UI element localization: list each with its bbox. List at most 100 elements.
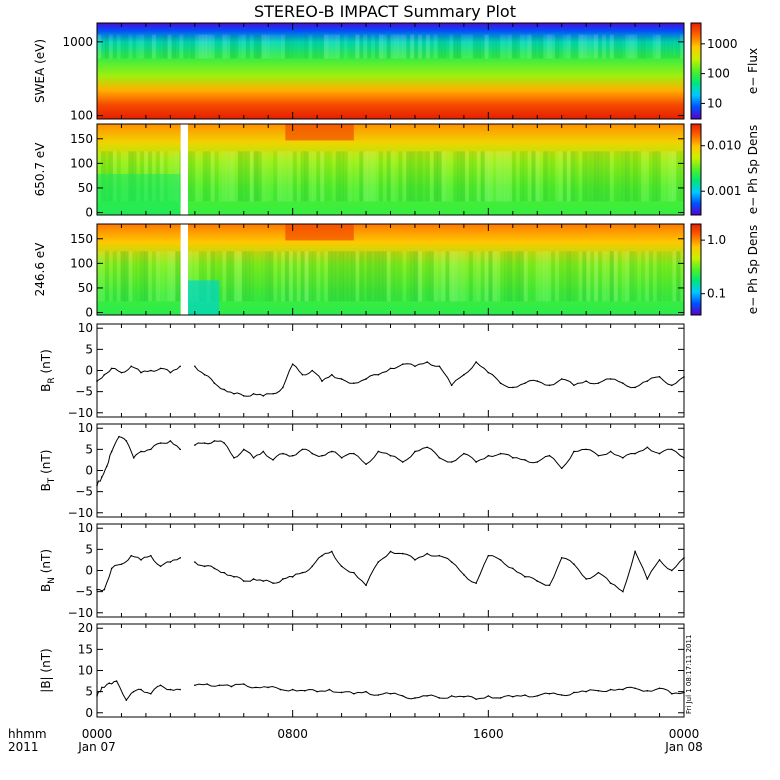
data-point [169, 371, 172, 374]
colorbar: 1.0 0.1 e− Ph Sp Dens [690, 223, 760, 316]
data-point [426, 695, 428, 697]
data-point [634, 550, 636, 553]
y-tick-label: 5 [85, 685, 93, 699]
data-point [609, 450, 612, 453]
data-point [450, 561, 453, 563]
data-point [159, 565, 162, 568]
data-point [585, 578, 587, 580]
data-point [536, 695, 539, 697]
data-point [301, 448, 304, 451]
data-point [585, 448, 587, 451]
data-point [573, 563, 575, 565]
data-point [524, 576, 526, 578]
data-point [218, 684, 221, 687]
data-point [426, 552, 428, 555]
data-point [130, 365, 133, 368]
data-point [267, 686, 270, 689]
data-point [169, 561, 172, 563]
data-point [179, 365, 181, 368]
y-tick-label: 20 [78, 621, 93, 635]
panel-frame [96, 523, 685, 618]
data-point [304, 689, 306, 692]
data-point [438, 554, 441, 557]
data-point [223, 442, 225, 444]
y-tick-label: −5 [75, 485, 93, 499]
data-point [213, 567, 216, 570]
data-point [389, 550, 392, 553]
data-point [255, 686, 257, 689]
data-point [282, 386, 284, 389]
data-point [487, 371, 490, 374]
data-point [487, 554, 490, 557]
data-point [511, 457, 514, 459]
panel-3: 1.0 0.1 e− Ph Sp Dens 150 100 50 0 246.6 eV [33, 223, 760, 320]
y-tick-label: −5 [75, 585, 93, 599]
x-tick-label: 0800 [277, 727, 308, 741]
data-point [159, 684, 162, 687]
data-point [340, 378, 343, 380]
data-point [252, 392, 255, 395]
heatmap-texture [97, 224, 685, 315]
data-point [150, 692, 152, 695]
data-point [311, 452, 314, 455]
data-point [573, 450, 575, 453]
data-point [301, 373, 304, 376]
y-tick-label: 0 [85, 464, 93, 478]
data-point [291, 454, 294, 457]
y-tick-label: 150 [70, 232, 93, 246]
y-tick-label: −5 [75, 385, 93, 399]
data-point [105, 465, 108, 468]
data-point [132, 457, 135, 459]
y-tick-label: 15 [78, 642, 93, 656]
data-point [609, 688, 612, 691]
data-point [150, 448, 152, 451]
data-point [252, 457, 255, 459]
timestamp-stamp: Fri Jul 1 08:17:11 2011 [685, 635, 693, 714]
y-tick-label: −10 [68, 506, 93, 520]
data-point [622, 590, 624, 593]
data-point [262, 395, 265, 397]
data-point [150, 554, 152, 557]
data-point [159, 442, 162, 444]
data-point [524, 382, 526, 384]
data-point [475, 461, 477, 463]
data-point [499, 452, 502, 455]
y-tick-label: 0 [85, 706, 93, 720]
data-point [573, 691, 575, 694]
data-point [262, 450, 265, 453]
data-point [414, 450, 416, 453]
data-point [331, 373, 333, 376]
data-point [622, 457, 624, 459]
data-point [622, 382, 624, 384]
data-point [115, 680, 118, 682]
data-point [110, 367, 113, 370]
data-point [475, 698, 477, 701]
data-point [450, 384, 453, 387]
data-gap [180, 124, 188, 215]
data-point [203, 565, 206, 568]
data-point [438, 457, 441, 459]
data-point [548, 692, 551, 695]
series-line [96, 361, 685, 397]
heatmap-texture [97, 34, 685, 59]
data-point [272, 392, 274, 395]
data-point [670, 692, 673, 695]
panel-frame [96, 323, 685, 418]
series-line [96, 680, 685, 702]
data-point [548, 584, 551, 587]
data-point [450, 695, 453, 697]
data-point [179, 688, 181, 691]
data-point [597, 689, 600, 692]
y-tick-label: 100 [70, 256, 93, 270]
data-point [130, 554, 133, 557]
data-point [140, 688, 142, 691]
data-point [316, 690, 318, 693]
panel-6: 10 5 0 −5 −10 BN (nT) [39, 521, 685, 620]
y-tick-label: 0 [85, 306, 93, 320]
data-point [658, 376, 661, 378]
y-tick-label: −10 [68, 406, 93, 420]
data-point [321, 380, 323, 382]
data-point [108, 682, 111, 684]
data-point [353, 382, 355, 384]
